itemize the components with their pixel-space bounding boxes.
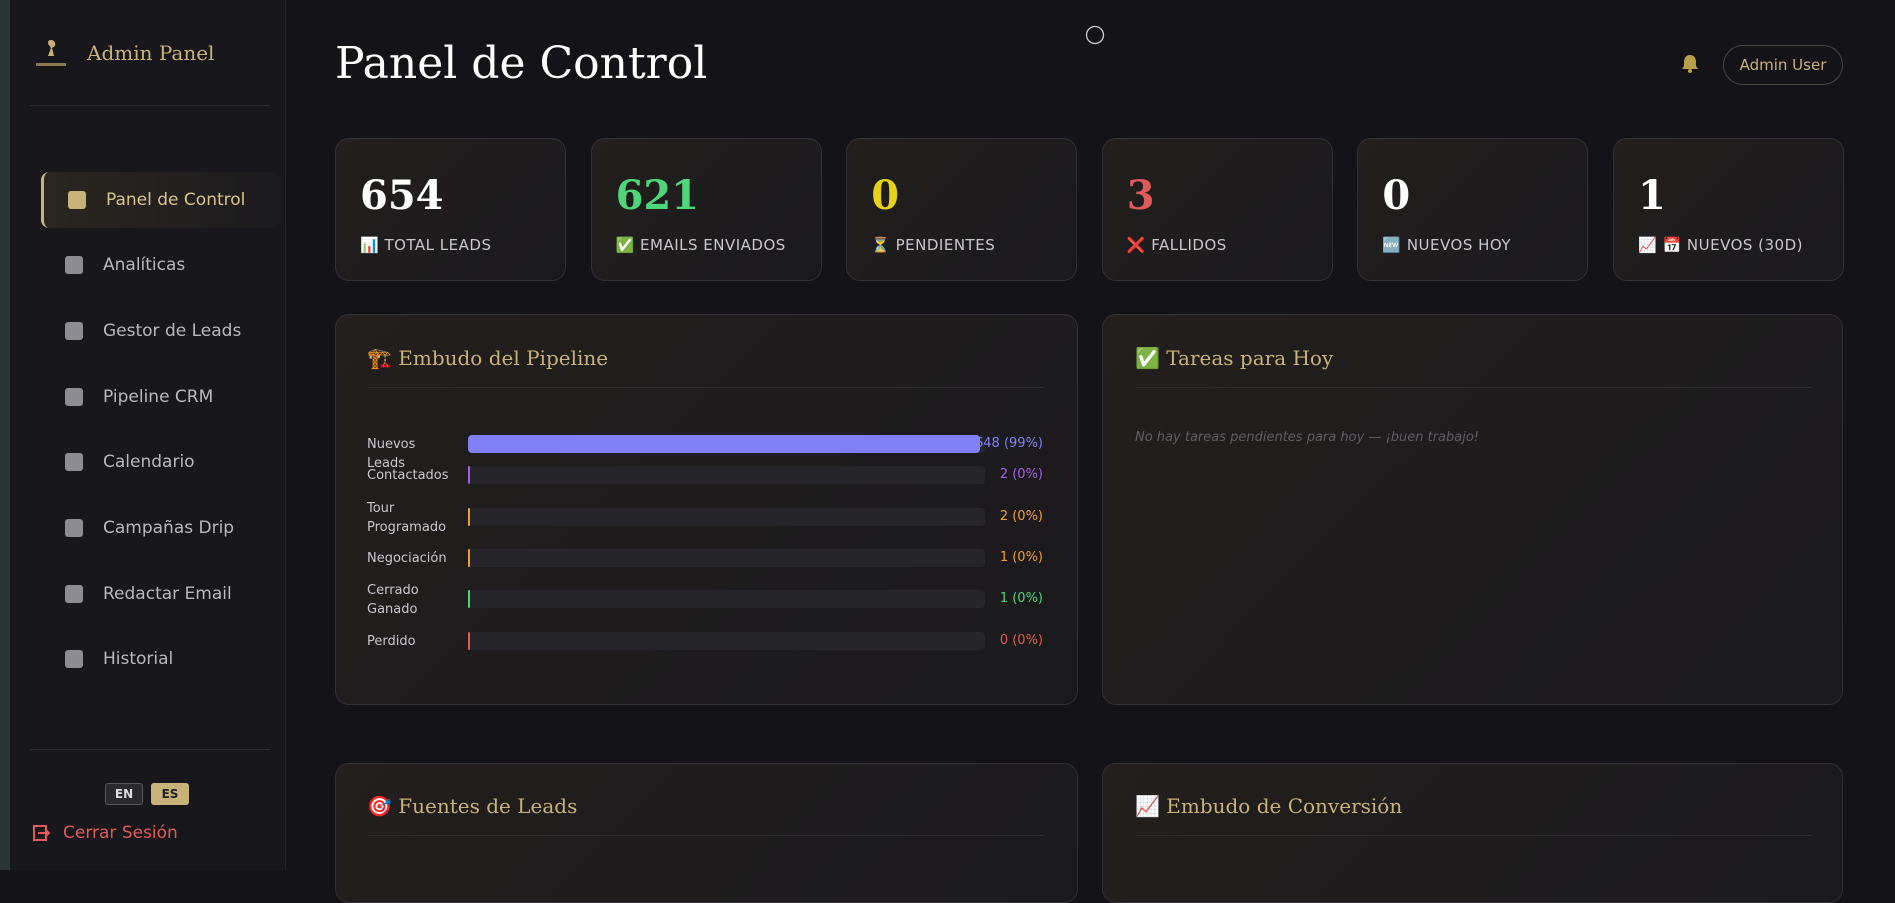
stat-value: 621: [615, 172, 700, 219]
stat-card: [1101, 138, 1333, 281]
stage-count: 2 (0%): [999, 467, 1043, 482]
stat-value: 0: [871, 172, 900, 219]
stat-card: [335, 138, 566, 281]
nav-label: Redactar Email: [103, 584, 232, 604]
stage-name: Negociación: [367, 551, 447, 566]
stage-count: 1 (0%): [999, 591, 1043, 606]
nav-icon: [65, 519, 83, 537]
bar-track: [468, 466, 985, 484]
nav-icon: [65, 256, 83, 274]
bar-track: [468, 590, 985, 608]
card-title: 📈 Embudo de Conversión: [1135, 794, 1403, 818]
stat-label: ❌ FALLIDOS: [1126, 236, 1227, 254]
conversion-card: [1102, 763, 1843, 903]
divider: [367, 835, 1044, 836]
nav-icon: [65, 453, 83, 471]
nav-label: Calendario: [103, 452, 195, 472]
stat-card: [1357, 138, 1589, 281]
logout-icon: [33, 825, 50, 841]
nav-icon: [65, 585, 83, 603]
divider: [1135, 387, 1812, 388]
nav-item[interactable]: Panel de Control: [41, 172, 281, 228]
card-title: ✅ Tareas para Hoy: [1135, 346, 1334, 370]
bar: [468, 508, 470, 526]
user-button[interactable]: Admin User: [1723, 45, 1843, 85]
bar-track: [468, 508, 985, 526]
stage-name: Cerrado Ganado: [367, 583, 419, 617]
stat-label: 📊 TOTAL LEADS: [360, 236, 492, 254]
bar: [468, 549, 470, 567]
bar: [468, 435, 981, 453]
stat-card: [846, 138, 1078, 281]
nav-label: Panel de Control: [106, 190, 246, 210]
page-title: Panel de Control: [335, 38, 708, 89]
nav-item[interactable]: Gestor de Leads: [41, 303, 281, 359]
nav-item[interactable]: Pipeline CRM: [41, 369, 281, 425]
logout[interactable]: Cerrar Sesión: [63, 823, 178, 843]
nav-label: Pipeline CRM: [103, 387, 214, 407]
nav-icon: [68, 191, 86, 209]
sources-card: [335, 763, 1078, 903]
nav-icon: [65, 388, 83, 406]
nav-label: Historial: [103, 649, 174, 669]
stage-count: 0 (0%): [999, 633, 1043, 648]
nav-item[interactable]: Historial: [41, 631, 281, 687]
stat-label: ✅ EMAILS ENVIADOS: [615, 236, 786, 254]
divider: [1135, 835, 1812, 836]
stat-label: ⏳ PENDIENTES: [871, 236, 996, 254]
stat-value: 654: [360, 172, 444, 219]
card-title: 🏗️ Embudo del Pipeline: [367, 346, 609, 370]
stat-value: 3: [1126, 172, 1155, 219]
logo: [36, 40, 66, 66]
bar: [468, 590, 470, 608]
stat-value: 0: [1382, 172, 1411, 219]
sidebar: Admin Panel Panel de Control Analíticas Ge…: [10, 0, 286, 870]
cursor: [1085, 25, 1105, 45]
brand: Admin Panel: [87, 41, 215, 65]
stat-card: [1613, 138, 1844, 281]
nav-icon: [65, 650, 83, 668]
divider: [367, 387, 1044, 388]
stage-count: 2 (0%): [999, 509, 1043, 524]
stage-name: Contactados: [367, 468, 449, 483]
stage-name: Tour Programado: [367, 501, 447, 535]
empty-message: No hay tareas pendientes para hoy — ¡bue…: [1135, 430, 1479, 445]
nav-icon: [65, 322, 83, 340]
bell-icon[interactable]: [1679, 52, 1701, 74]
stage-count: 648 (99%): [975, 436, 1043, 451]
stat-card: [590, 138, 822, 281]
stage-name: Perdido: [367, 634, 416, 649]
bar-track: [468, 549, 985, 567]
bar-track: [468, 632, 985, 650]
divider: [30, 749, 270, 750]
bar: [468, 466, 470, 484]
nav-item[interactable]: Campañas Drip: [41, 500, 281, 556]
stat-value: 1: [1638, 172, 1666, 219]
background-window: [0, 0, 10, 870]
tasks-card: [1102, 314, 1843, 705]
stat-label: 📈 📅 NUEVOS (30D): [1638, 236, 1804, 254]
page: Admin Panel Panel de Control Analíticas Ge…: [0, 0, 1844, 903]
nav-item[interactable]: Analíticas: [41, 237, 281, 293]
card-title: 🎯 Fuentes de Leads: [367, 794, 578, 818]
nav-label: Analíticas: [103, 255, 186, 275]
stage-name: Nuevos Leads: [367, 437, 416, 471]
stage-count: 1 (0%): [999, 550, 1043, 565]
lang-button[interactable]: EN: [105, 783, 143, 805]
stat-label: 🆕 NUEVOS HOY: [1382, 236, 1512, 254]
divider: [30, 105, 270, 106]
bar: [468, 632, 470, 650]
nav-label: Campañas Drip: [103, 518, 235, 538]
lang-button[interactable]: ES: [151, 783, 189, 805]
nav-item[interactable]: Calendario: [41, 434, 281, 490]
nav-label: Gestor de Leads: [103, 321, 242, 341]
nav-item[interactable]: Redactar Email: [41, 566, 281, 622]
